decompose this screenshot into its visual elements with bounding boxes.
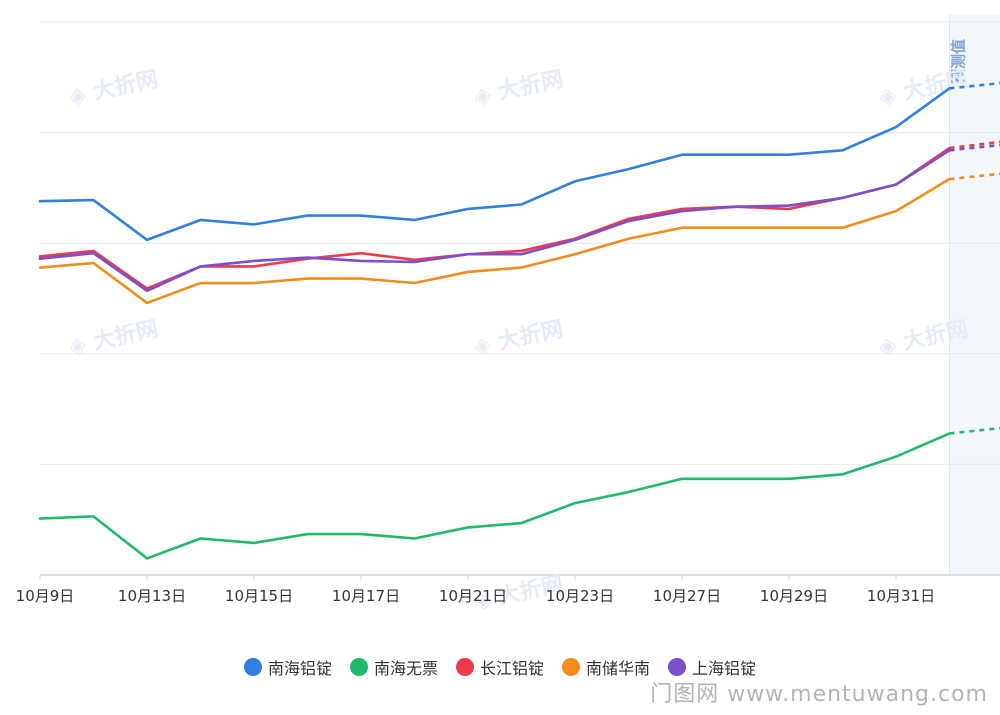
x-tick-label: 10月17日: [332, 587, 400, 605]
legend-dot-icon: [350, 658, 368, 676]
x-tick-label: 10月27日: [653, 587, 721, 605]
watermark-logo: ◈ 大折网: [472, 67, 566, 110]
legend-label: 南海无票: [374, 655, 438, 679]
site-watermark: 门图网 www.mentuwang.com: [650, 676, 988, 708]
x-tick-label: 10月23日: [546, 587, 614, 605]
series-line-南海无票: [40, 433, 950, 558]
series-line-南储华南: [40, 179, 950, 303]
x-tick-label: 10月15日: [225, 587, 293, 605]
x-tick-label: 10月21日: [439, 587, 507, 605]
series-line-长江铝锭: [40, 148, 950, 288]
legend-dot-icon: [668, 658, 686, 676]
legend-dot-icon: [456, 658, 474, 676]
x-tick-label: 10月31日: [867, 587, 935, 605]
x-tick-label: 10月9日: [16, 587, 75, 605]
legend-label: 长江铝锭: [480, 655, 544, 679]
forecast-region: 预测值: [950, 14, 1000, 575]
legend-dot-icon: [562, 658, 580, 676]
x-axis: 10月9日 10月13日 10月15日 10月17日 10月21日 10月23日 10月27…: [16, 575, 935, 605]
watermark-logo: ◈ 大折网: [67, 67, 161, 110]
gridlines: [40, 22, 1000, 575]
legend-item[interactable]: 南储华南: [562, 655, 650, 679]
legend-label: 南储华南: [586, 655, 650, 679]
forecast-background: [950, 14, 1000, 575]
series-layer: [40, 83, 1000, 559]
legend-item[interactable]: 南海无票: [350, 655, 438, 679]
legend-label: 南海铝锭: [268, 655, 332, 679]
x-tick-label: 10月13日: [118, 587, 186, 605]
x-tick-label: 10月29日: [760, 587, 828, 605]
watermark-layer: ◈ 大折网◈ 大折网◈ 大折网◈ 大折网◈ 大折网◈ 大折网◈ 大折网: [67, 67, 971, 615]
legend-item[interactable]: 南海铝锭: [244, 655, 332, 679]
legend-item[interactable]: 长江铝锭: [456, 655, 544, 679]
legend-dot-icon: [244, 658, 262, 676]
series-line-南海铝锭: [40, 88, 950, 240]
